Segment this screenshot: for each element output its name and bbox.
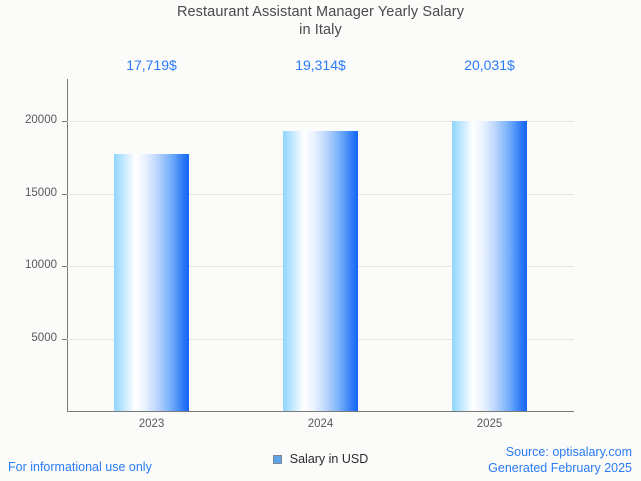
chart-title-line-1: Restaurant Assistant Manager Yearly Sala…	[176, 4, 465, 20]
bar-value-label: 17,719$	[126, 57, 177, 73]
gridline	[67, 121, 574, 123]
legend-color-swatch-icon	[272, 454, 282, 464]
bar-value-label: 20,031$	[464, 57, 515, 73]
y-axis-tick	[62, 121, 67, 123]
y-axis-tick	[62, 338, 67, 340]
source-attribution: Source: optisalary.com Generated Februar…	[488, 445, 632, 476]
x-axis-line	[67, 411, 574, 412]
disclaimer-text: For informational use only	[8, 460, 152, 474]
x-axis-tick-label: 2023	[138, 418, 165, 430]
chart-legend: Salary in USD	[0, 452, 641, 466]
x-axis-tick-label: 2025	[476, 418, 503, 430]
bar[interactable]	[114, 154, 189, 411]
source-text: Source: optisalary.com	[505, 445, 632, 459]
chart-title: Restaurant Assistant Manager Yearly Sala…	[0, 3, 641, 39]
y-axis-tick	[62, 266, 67, 268]
plot-area	[62, 101, 574, 411]
chart-title-line-2: in Italy	[299, 22, 342, 38]
y-axis-tick-label: 15000	[25, 186, 57, 199]
bar[interactable]	[283, 131, 358, 411]
y-axis-tick-label: 10000	[25, 259, 57, 272]
y-axis-tick	[62, 193, 67, 195]
y-axis-line	[67, 79, 68, 412]
bar-value-label: 19,314$	[295, 57, 346, 73]
y-axis-tick-label: 20000	[25, 114, 57, 127]
legend-item-label: Salary in USD	[289, 452, 369, 466]
generated-date-text: Generated February 2025	[488, 460, 632, 475]
x-axis-tick-label: 2024	[307, 418, 334, 430]
y-axis-tick-label: 5000	[31, 331, 57, 344]
bar[interactable]	[452, 120, 527, 411]
